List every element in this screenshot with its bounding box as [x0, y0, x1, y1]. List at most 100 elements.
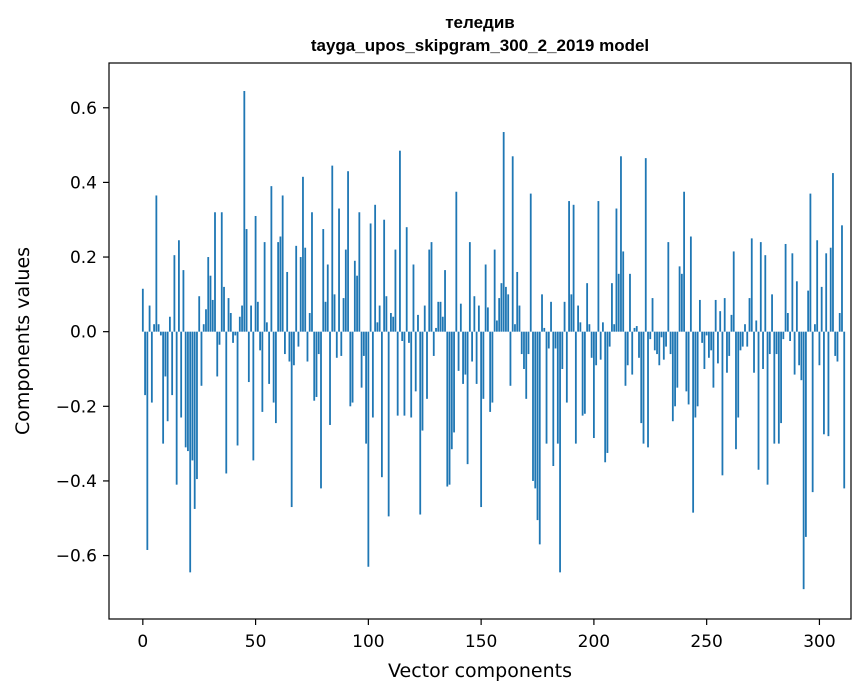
- bar-194: [579, 322, 582, 332]
- bar-195: [581, 331, 584, 416]
- bar-36: [223, 286, 225, 332]
- bar-34: [218, 331, 221, 345]
- bar-239: [680, 273, 683, 332]
- bar-88: [340, 331, 343, 356]
- bar-85: [333, 294, 336, 332]
- bar-10: [164, 331, 167, 377]
- bar-41: [234, 331, 237, 336]
- bar-250: [705, 331, 708, 336]
- bar-238: [678, 266, 681, 332]
- bar-72: [304, 247, 307, 332]
- bar-292: [800, 331, 803, 381]
- y-tick-label: 0.0: [70, 323, 97, 343]
- bar-269: [748, 298, 751, 332]
- bar-244: [692, 331, 695, 513]
- bar-32: [214, 212, 216, 332]
- bar-91: [347, 171, 349, 332]
- bar-14: [173, 255, 176, 332]
- bar-260: [728, 331, 731, 356]
- bar-95: [356, 275, 358, 332]
- bar-302: [823, 331, 825, 435]
- bar-116: [403, 331, 406, 416]
- bar-162: [507, 294, 510, 332]
- bar-109: [387, 331, 390, 517]
- bar-39: [229, 313, 232, 332]
- bar-65: [288, 331, 291, 362]
- bar-167: [518, 305, 521, 332]
- bar-106: [380, 331, 383, 478]
- bar-293: [802, 331, 805, 590]
- bar-108: [385, 296, 388, 332]
- bar-100: [367, 331, 370, 567]
- bar-58: [272, 331, 275, 403]
- bar-212: [620, 156, 622, 332]
- bar-117: [405, 227, 408, 332]
- bar-142: [462, 331, 464, 384]
- bar-61: [279, 236, 282, 332]
- bar-12: [168, 316, 171, 332]
- bar-7: [157, 324, 160, 332]
- bar-97: [360, 331, 363, 388]
- bar-295: [807, 290, 810, 332]
- x-tick-label: 150: [465, 632, 497, 652]
- bar-98: [362, 331, 365, 356]
- bar-214: [624, 331, 627, 386]
- bar-200: [592, 331, 595, 439]
- bar-303: [825, 253, 828, 332]
- bar-248: [701, 331, 704, 343]
- bar-184: [556, 331, 559, 444]
- bar-23: [193, 331, 196, 509]
- bar-81: [324, 301, 327, 332]
- chart-subtitle: tayga_upos_skipgram_300_2_2019 model: [311, 36, 649, 55]
- bar-48: [250, 305, 252, 332]
- bar-198: [588, 324, 591, 332]
- bar-75: [311, 212, 313, 332]
- bar-163: [509, 331, 512, 386]
- bar-44: [241, 305, 243, 332]
- bar-176: [538, 331, 541, 545]
- bar-249: [703, 331, 706, 369]
- bar-202: [597, 201, 600, 332]
- y-axis-label: Components values: [12, 247, 34, 435]
- x-tick-label: 200: [578, 632, 610, 652]
- bar-13: [171, 331, 174, 396]
- bar-210: [615, 208, 618, 332]
- bar-307: [834, 331, 837, 356]
- bar-273: [757, 331, 760, 470]
- bar-53: [261, 331, 264, 412]
- bar-26: [200, 331, 203, 386]
- bar-301: [820, 286, 823, 332]
- bar-115: [401, 331, 404, 341]
- bar-series: [141, 90, 846, 590]
- bar-28: [205, 309, 207, 332]
- bar-247: [698, 299, 701, 332]
- bar-150: [480, 331, 483, 508]
- bar-259: [726, 331, 728, 373]
- bar-185: [559, 331, 561, 573]
- bar-204: [602, 322, 604, 332]
- bar-35: [220, 212, 223, 332]
- bar-144: [466, 331, 469, 465]
- bar-262: [732, 251, 735, 332]
- bar-124: [421, 331, 424, 431]
- bar-77: [315, 331, 318, 397]
- bar-173: [532, 331, 534, 481]
- bar-1: [144, 331, 146, 396]
- bar-3: [148, 305, 151, 332]
- bar-196: [583, 331, 586, 414]
- bar-63: [284, 331, 286, 355]
- bar-59: [274, 331, 277, 424]
- bar-287: [789, 331, 791, 341]
- bar-236: [674, 331, 676, 407]
- bar-223: [644, 158, 647, 332]
- bar-296: [809, 193, 812, 332]
- bar-57: [270, 186, 273, 332]
- bar-254: [714, 299, 717, 332]
- bar-284: [782, 331, 785, 340]
- bar-145: [468, 242, 471, 332]
- bar-270: [750, 238, 753, 332]
- bar-217: [631, 331, 634, 375]
- bar-190: [570, 294, 573, 332]
- bar-309: [838, 313, 841, 332]
- bar-164: [511, 156, 514, 332]
